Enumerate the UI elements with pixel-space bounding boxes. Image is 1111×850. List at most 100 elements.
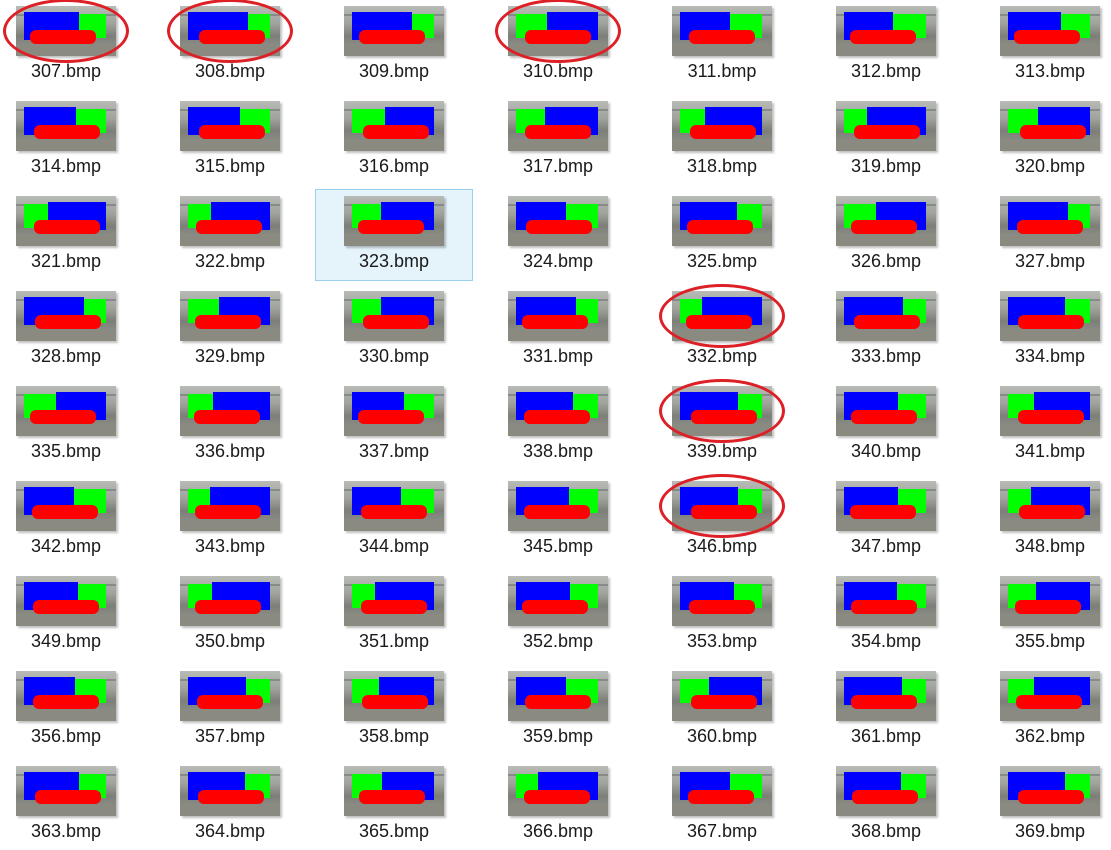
file-item[interactable]: 323.bmp — [315, 189, 473, 281]
file-item[interactable]: 325.bmp — [643, 189, 801, 281]
file-item[interactable]: 349.bmp — [0, 569, 145, 661]
file-thumbnail — [1000, 671, 1100, 721]
thumbnail-ground — [180, 236, 280, 246]
file-item[interactable]: 316.bmp — [315, 94, 473, 186]
thumbnail-ground — [344, 711, 444, 721]
thumbnail-ground — [1000, 331, 1100, 341]
file-item[interactable]: 354.bmp — [807, 569, 965, 661]
file-item[interactable]: 330.bmp — [315, 284, 473, 376]
file-item[interactable]: 363.bmp — [0, 759, 145, 850]
file-name-label: 331.bmp — [522, 346, 594, 366]
file-item[interactable]: 315.bmp — [151, 94, 309, 186]
file-item[interactable]: 369.bmp — [971, 759, 1111, 850]
file-item[interactable]: 318.bmp — [643, 94, 801, 186]
thumbnail-ground — [1000, 616, 1100, 626]
vehicle-base-mask — [362, 695, 428, 709]
file-item[interactable]: 320.bmp — [971, 94, 1111, 186]
file-item[interactable]: 350.bmp — [151, 569, 309, 661]
file-item[interactable]: 355.bmp — [971, 569, 1111, 661]
file-item[interactable]: 357.bmp — [151, 664, 309, 756]
file-item[interactable]: 366.bmp — [479, 759, 637, 850]
file-item[interactable]: 344.bmp — [315, 474, 473, 566]
file-item[interactable]: 338.bmp — [479, 379, 637, 471]
file-thumbnail — [508, 671, 608, 721]
file-name-label: 308.bmp — [194, 61, 266, 81]
file-thumbnail — [1000, 6, 1100, 56]
file-name-label: 316.bmp — [358, 156, 430, 176]
file-item[interactable]: 326.bmp — [807, 189, 965, 281]
file-item[interactable]: 309.bmp — [315, 0, 473, 91]
thumbnail-ground — [836, 711, 936, 721]
vehicle-base-mask — [197, 695, 263, 709]
vehicle-base-mask — [851, 600, 917, 614]
file-item[interactable]: 342.bmp — [0, 474, 145, 566]
file-item[interactable]: 311.bmp — [643, 0, 801, 91]
vehicle-base-mask — [1019, 505, 1085, 519]
file-thumbnail — [672, 386, 772, 436]
file-item[interactable]: 322.bmp — [151, 189, 309, 281]
file-item[interactable]: 345.bmp — [479, 474, 637, 566]
file-item[interactable]: 313.bmp — [971, 0, 1111, 91]
file-thumbnail — [180, 766, 280, 816]
vehicle-base-mask — [195, 505, 261, 519]
file-item[interactable]: 340.bmp — [807, 379, 965, 471]
file-item[interactable]: 336.bmp — [151, 379, 309, 471]
file-name-label: 309.bmp — [358, 61, 430, 81]
file-thumbnail — [508, 291, 608, 341]
file-item[interactable]: 332.bmp — [643, 284, 801, 376]
file-item[interactable]: 339.bmp — [643, 379, 801, 471]
file-item[interactable]: 353.bmp — [643, 569, 801, 661]
file-item[interactable]: 312.bmp — [807, 0, 965, 91]
file-item[interactable]: 341.bmp — [971, 379, 1111, 471]
file-item[interactable]: 310.bmp — [479, 0, 637, 91]
file-item[interactable]: 352.bmp — [479, 569, 637, 661]
file-item[interactable]: 331.bmp — [479, 284, 637, 376]
file-item[interactable]: 328.bmp — [0, 284, 145, 376]
file-item[interactable]: 356.bmp — [0, 664, 145, 756]
file-item[interactable]: 314.bmp — [0, 94, 145, 186]
file-name-label: 352.bmp — [522, 631, 594, 651]
file-thumbnail — [672, 766, 772, 816]
file-item[interactable]: 364.bmp — [151, 759, 309, 850]
file-item[interactable]: 343.bmp — [151, 474, 309, 566]
file-item[interactable]: 321.bmp — [0, 189, 145, 281]
file-item[interactable]: 317.bmp — [479, 94, 637, 186]
file-name-label: 354.bmp — [850, 631, 922, 651]
file-item[interactable]: 334.bmp — [971, 284, 1111, 376]
vehicle-base-mask — [689, 30, 755, 44]
file-item[interactable]: 346.bmp — [643, 474, 801, 566]
file-thumbnail — [16, 766, 116, 816]
vehicle-base-mask — [199, 125, 265, 139]
thumbnail-ground — [180, 521, 280, 531]
file-item[interactable]: 347.bmp — [807, 474, 965, 566]
thumbnail-ground — [1000, 426, 1100, 436]
file-item[interactable]: 367.bmp — [643, 759, 801, 850]
vehicle-base-mask — [852, 790, 918, 804]
file-item[interactable]: 351.bmp — [315, 569, 473, 661]
file-item[interactable]: 335.bmp — [0, 379, 145, 471]
file-item[interactable]: 368.bmp — [807, 759, 965, 850]
file-item[interactable]: 333.bmp — [807, 284, 965, 376]
file-item[interactable]: 324.bmp — [479, 189, 637, 281]
file-item[interactable]: 308.bmp — [151, 0, 309, 91]
file-item[interactable]: 348.bmp — [971, 474, 1111, 566]
thumbnail-ground — [508, 141, 608, 151]
file-name-label: 320.bmp — [1014, 156, 1086, 176]
file-item[interactable]: 359.bmp — [479, 664, 637, 756]
file-name-label: 330.bmp — [358, 346, 430, 366]
file-name-label: 341.bmp — [1014, 441, 1086, 461]
file-item[interactable]: 329.bmp — [151, 284, 309, 376]
vehicle-base-mask — [35, 315, 101, 329]
file-item[interactable]: 307.bmp — [0, 0, 145, 91]
file-item[interactable]: 361.bmp — [807, 664, 965, 756]
file-thumbnail — [836, 196, 936, 246]
file-item[interactable]: 327.bmp — [971, 189, 1111, 281]
file-item[interactable]: 365.bmp — [315, 759, 473, 850]
file-thumbnail — [836, 671, 936, 721]
file-item[interactable]: 362.bmp — [971, 664, 1111, 756]
file-thumbnail — [508, 101, 608, 151]
file-item[interactable]: 337.bmp — [315, 379, 473, 471]
file-item[interactable]: 360.bmp — [643, 664, 801, 756]
file-item[interactable]: 358.bmp — [315, 664, 473, 756]
file-item[interactable]: 319.bmp — [807, 94, 965, 186]
